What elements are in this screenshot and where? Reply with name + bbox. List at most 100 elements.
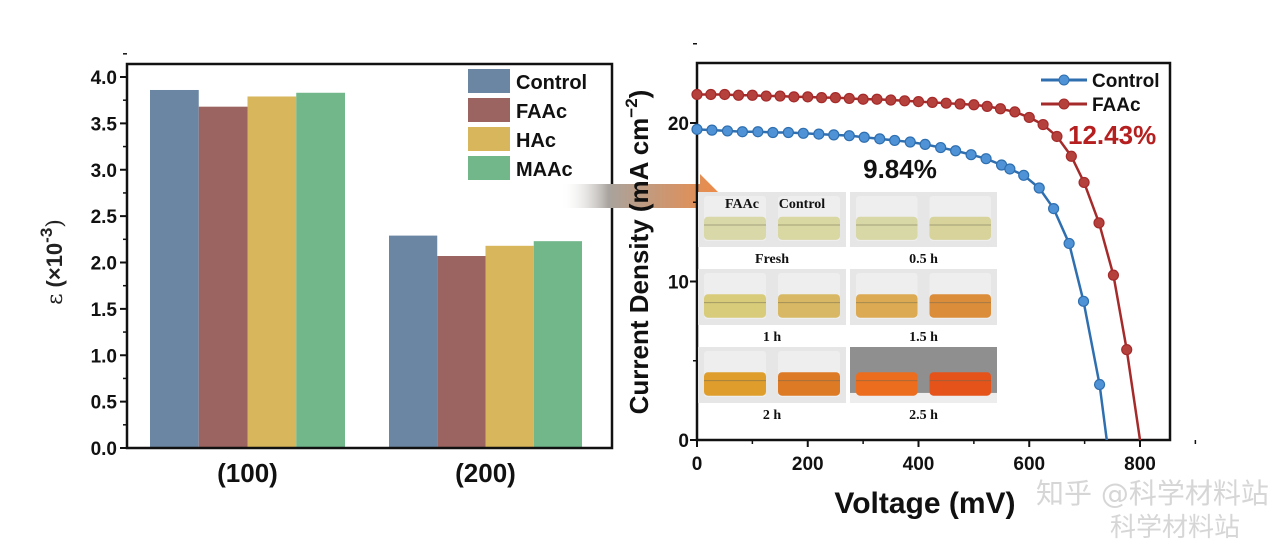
y-tick-label: 0.5 — [91, 393, 118, 414]
vial-liquid — [704, 372, 766, 396]
data-point-faac — [705, 88, 717, 101]
bar-control-0 — [150, 89, 199, 449]
y-tick-label: 2.0 — [91, 254, 117, 275]
x-tick-label: 0 — [692, 454, 703, 475]
data-point-faac — [1107, 269, 1120, 281]
x-tick-label: 200 — [792, 454, 824, 475]
x-category-label: (100) — [217, 458, 278, 488]
y-tick-label: 4.0 — [91, 68, 117, 89]
data-point-faac — [899, 95, 911, 107]
y-axis-label: Current Density (mA cm−2) — [622, 90, 654, 415]
x-tick-label: 800 — [1124, 454, 1156, 475]
legend-marker-faac — [1058, 98, 1070, 110]
y-axis-label-close: ) — [43, 219, 68, 228]
vial-liquid — [778, 372, 840, 396]
efficiency-annotation-control: 9.84% — [863, 154, 937, 184]
data-point-control — [736, 126, 749, 138]
photo-surface — [850, 392, 997, 403]
vial-liquid — [929, 372, 991, 396]
vial-liquid — [856, 216, 918, 240]
data-point-control — [950, 145, 962, 157]
watermark-text: 知乎 @科学材料站 — [1036, 477, 1268, 510]
data-point-faac — [829, 92, 842, 104]
legend-label: FAAc — [516, 101, 567, 123]
data-point-control — [980, 153, 992, 165]
data-point-control — [919, 138, 931, 150]
x-tick-label: 400 — [903, 454, 935, 475]
data-point-faac — [857, 93, 869, 105]
legend-label: MAAc — [516, 159, 573, 181]
data-point-faac — [843, 92, 855, 105]
data-point-faac — [912, 96, 925, 108]
y-tick-label: 3.5 — [91, 114, 118, 135]
vial-liquid — [929, 216, 991, 240]
vial-liquid — [778, 216, 840, 240]
y-axis-label-exponent: -3 — [37, 228, 56, 243]
bar-faac-1 — [437, 256, 486, 448]
bar-chart: 0.0 0.5 1.0 1.5 2.0 2.5 3.0 3.5 4.0 (100) (200) ε (×… — [37, 53, 614, 488]
data-point-control — [828, 129, 840, 141]
bar-control-1 — [389, 235, 438, 448]
data-point-control — [1077, 295, 1090, 307]
y-axis-label-symbol: ε — [43, 293, 68, 304]
data-point-control — [1018, 169, 1030, 181]
y-axis-label-unit: (×10 — [42, 243, 67, 288]
bar-hac-0 — [247, 96, 297, 448]
data-point-faac — [981, 100, 993, 112]
y-tick-label: 1.0 — [91, 346, 117, 367]
data-point-control — [935, 141, 947, 154]
legend-label: FAAc — [1092, 95, 1141, 116]
data-point-control — [1063, 237, 1075, 250]
y-axis-label-exponent: −2 — [622, 98, 641, 117]
data-point-control — [1093, 378, 1106, 391]
legend-marker-control — [1058, 74, 1070, 86]
y-tick-label: 10 — [668, 273, 689, 294]
data-point-faac — [1023, 111, 1035, 124]
bar-hac-1 — [485, 245, 534, 448]
y-axis-label-main: Current Density (mA cm — [624, 118, 654, 415]
data-point-control — [706, 124, 718, 136]
data-point-control — [965, 149, 977, 161]
y-tick-label: 2.5 — [91, 207, 118, 228]
watermark-text-2: 科学材料站 — [1110, 513, 1240, 540]
y-tick-label: 20 — [668, 114, 689, 135]
data-point-control — [691, 123, 703, 135]
x-tick-label: 600 — [1013, 454, 1045, 475]
data-point-faac — [1093, 217, 1105, 229]
efficiency-annotation-faac: 12.43% — [1068, 120, 1156, 150]
legend-label: HAc — [516, 130, 556, 152]
data-point-faac — [774, 90, 786, 102]
jv-chart: 0 200 400 600 800 0 10 20 Voltage (mV) Current De… — [622, 43, 1197, 520]
y-tick-label: 0 — [678, 431, 689, 452]
vial-liquid — [856, 372, 918, 396]
data-point-control — [1048, 202, 1060, 215]
data-point-faac — [954, 98, 966, 110]
legend-swatch-faac — [468, 98, 510, 122]
legend-label: Control — [1092, 71, 1160, 92]
data-point-control — [904, 136, 916, 148]
data-point-faac — [940, 97, 952, 109]
data-point-faac — [1037, 118, 1049, 131]
bar-maac-0 — [296, 92, 345, 448]
inset-photos: Fresh 0.5 h 1 h 1.5 h 2 h 2.5 h FAAc Control — [698, 192, 997, 423]
y-tick-label: 0.0 — [91, 439, 117, 460]
data-point-faac — [885, 94, 897, 106]
data-point-faac — [968, 99, 980, 111]
plot-frame — [695, 61, 1172, 442]
photo-time-label: 0.5 h — [909, 252, 938, 267]
photo-time-label: 2 h — [763, 408, 782, 423]
x-category-label: (200) — [455, 458, 516, 488]
data-point-control — [858, 131, 870, 143]
vial-liquid — [778, 294, 840, 318]
data-point-faac — [1051, 130, 1063, 143]
y-tick-label: 3.0 — [91, 161, 117, 182]
legend-swatch-control — [468, 69, 510, 93]
data-point-control — [889, 134, 901, 147]
photo-time-label: Fresh — [755, 252, 789, 267]
legend-swatch-hac — [468, 127, 510, 151]
data-point-control — [782, 126, 794, 139]
data-point-control — [874, 133, 886, 145]
data-point-control — [813, 128, 825, 140]
